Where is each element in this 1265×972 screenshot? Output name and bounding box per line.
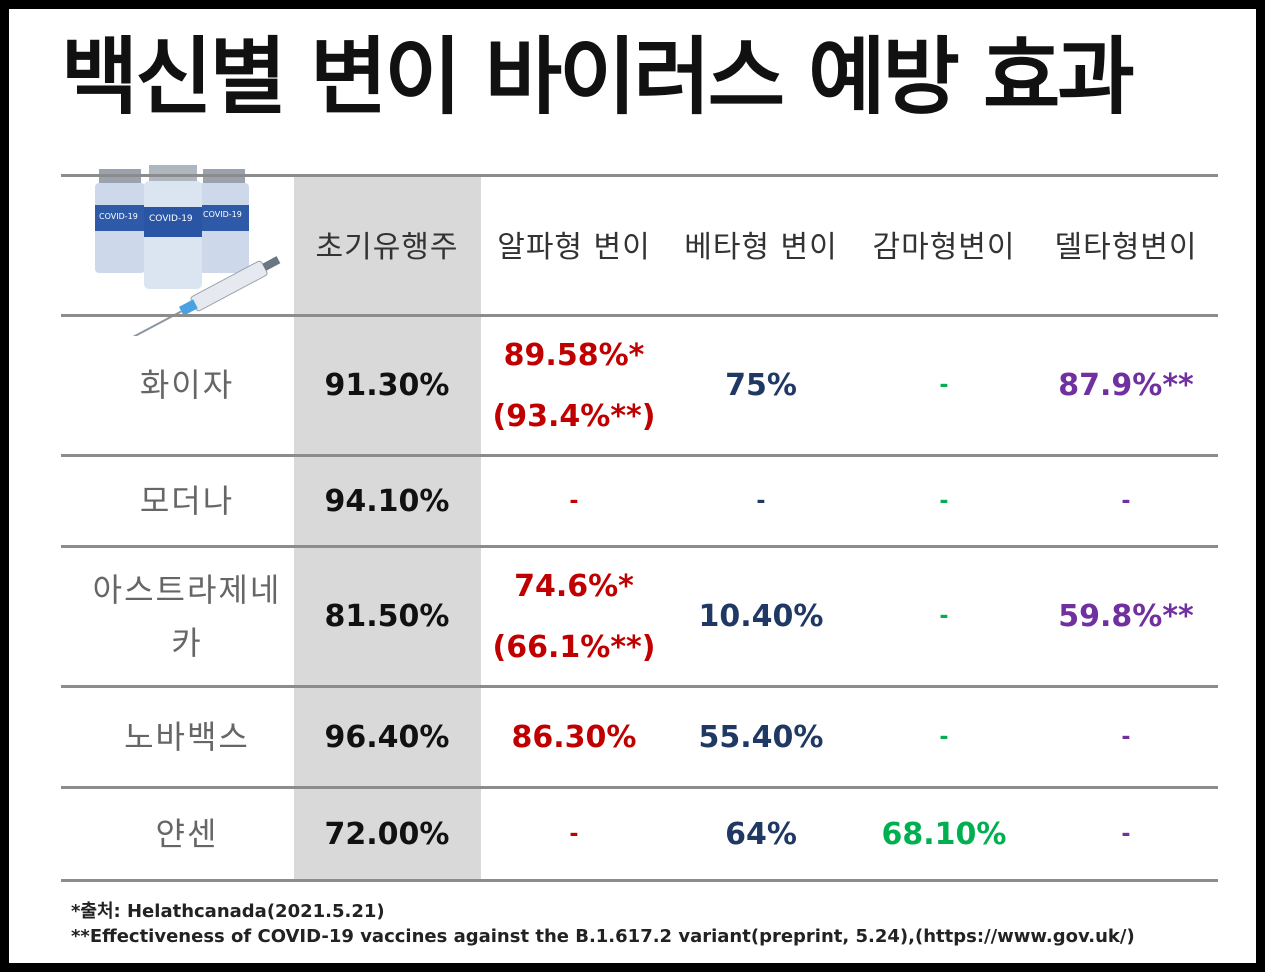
column-header: 알파형 변이 bbox=[497, 230, 651, 265]
empty-value: - bbox=[939, 604, 949, 629]
value-cell: 10.40% bbox=[668, 548, 855, 685]
table-rule bbox=[61, 314, 1218, 317]
footnote-source: *출처: Helathcanada(2021.5.21) bbox=[71, 901, 385, 922]
value-cell: 87.9%** bbox=[1033, 317, 1220, 454]
slide: 백신별 변이 바이러스 예방 효과 COVID-19 COVID-19 COVI… bbox=[9, 9, 1256, 963]
column-header: 델타형변이 bbox=[1054, 230, 1198, 265]
efficacy-value: 81.50% bbox=[324, 599, 450, 634]
empty-value: - bbox=[939, 373, 949, 398]
footnotes: *출처: Helathcanada(2021.5.21) **Effective… bbox=[71, 899, 1135, 949]
row-label-line: 카 bbox=[171, 623, 203, 662]
efficacy-value: 68.10% bbox=[881, 816, 1007, 852]
column-header: 베타형 변이 bbox=[684, 230, 838, 265]
value-cell: 74.6%* (66.1%**) bbox=[481, 548, 668, 685]
empty-value: - bbox=[569, 488, 579, 514]
value-cell: - bbox=[1033, 688, 1220, 786]
vaccine-vials-syringe-icon: COVID-19 COVID-19 COVID-19 bbox=[95, 165, 281, 336]
value-cell: 81.50% bbox=[294, 548, 481, 685]
empty-value: - bbox=[756, 488, 766, 514]
efficacy-value: 94.10% bbox=[324, 483, 450, 519]
empty-value: - bbox=[939, 724, 949, 750]
efficacy-value: 89.58%* bbox=[503, 337, 645, 373]
value-cell: 72.00% bbox=[294, 789, 481, 879]
vial-label-right: COVID-19 bbox=[203, 210, 242, 219]
row-label: 노바백스 bbox=[124, 717, 250, 756]
table-rule bbox=[61, 174, 1218, 177]
efficacy-value: (66.1%**) bbox=[492, 629, 656, 665]
efficacy-value: 87.9%** bbox=[1058, 368, 1194, 403]
value-cell: 91.30% bbox=[294, 317, 481, 454]
efficacy-value: 86.30% bbox=[511, 719, 637, 755]
efficacy-value: 72.00% bbox=[324, 816, 450, 852]
vial-label-left: COVID-19 bbox=[99, 212, 138, 221]
column-header: 초기유행주 bbox=[315, 230, 459, 265]
empty-value: - bbox=[1121, 821, 1131, 847]
efficacy-value: 74.6%* bbox=[514, 568, 634, 604]
footnote-reference: **Effectiveness of COVID-19 vaccines aga… bbox=[71, 926, 1135, 947]
column-header: 감마형변이 bbox=[872, 230, 1016, 265]
table-rule bbox=[61, 685, 1218, 688]
efficacy-value: 10.40% bbox=[698, 599, 824, 634]
row-label: 얀센 bbox=[155, 814, 219, 853]
baseline-column-shade bbox=[294, 174, 481, 882]
empty-value: - bbox=[1121, 724, 1131, 750]
value-cell: 59.8%** bbox=[1033, 548, 1220, 685]
table-rule bbox=[61, 786, 1218, 789]
empty-value: - bbox=[939, 488, 949, 514]
page-title: 백신별 변이 바이러스 예방 효과 bbox=[61, 28, 1135, 126]
value-cell: 96.40% bbox=[294, 688, 481, 786]
efficacy-value: (93.4%**) bbox=[492, 398, 656, 434]
value-cell: 75% bbox=[668, 317, 855, 454]
value-cell: - bbox=[851, 548, 1038, 685]
empty-value: - bbox=[1121, 488, 1131, 514]
value-cell: 89.58%* (93.4%**) bbox=[481, 317, 668, 454]
row-label: 모더나 bbox=[139, 481, 235, 520]
value-cell: - bbox=[1033, 789, 1220, 879]
efficacy-value: 75% bbox=[725, 368, 797, 403]
value-cell: - bbox=[668, 457, 855, 545]
efficacy-value: 55.40% bbox=[698, 719, 824, 755]
value-cell: - bbox=[481, 789, 668, 879]
efficacy-value: 64% bbox=[725, 816, 797, 852]
row-label-line: 아스트라제네 bbox=[92, 570, 282, 609]
efficacy-value: 59.8%** bbox=[1058, 599, 1194, 634]
value-cell: 94.10% bbox=[294, 457, 481, 545]
table-rule bbox=[61, 454, 1218, 457]
value-cell: - bbox=[1033, 457, 1220, 545]
efficacy-value: 96.40% bbox=[324, 719, 450, 755]
value-cell: - bbox=[851, 317, 1038, 454]
value-cell: 64% bbox=[668, 789, 855, 879]
vial-label-center: COVID-19 bbox=[149, 214, 193, 224]
table-rule bbox=[61, 879, 1218, 882]
value-cell: - bbox=[481, 457, 668, 545]
value-cell: - bbox=[851, 457, 1038, 545]
value-cell: 68.10% bbox=[851, 789, 1038, 879]
value-cell: 86.30% bbox=[481, 688, 668, 786]
row-label: 화이자 bbox=[139, 366, 235, 405]
empty-value: - bbox=[569, 821, 579, 847]
efficacy-value: 91.30% bbox=[324, 368, 450, 403]
value-cell: - bbox=[851, 688, 1038, 786]
table-rule bbox=[61, 545, 1218, 548]
value-cell: 55.40% bbox=[668, 688, 855, 786]
